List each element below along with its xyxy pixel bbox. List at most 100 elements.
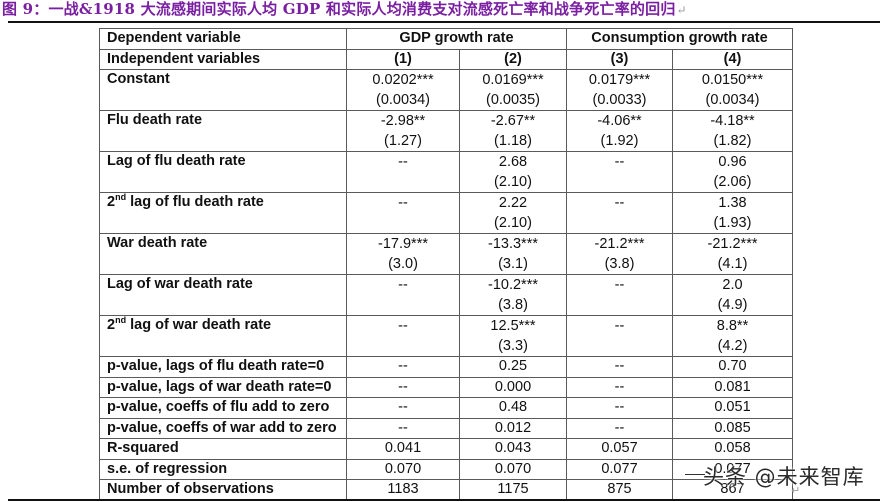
stat-cell: -- [566,397,673,419]
coef-cell: -4.06** (1.92) [566,110,673,152]
coef-cell: 0.0202*** (0.0034) [346,69,460,111]
row-label: Number of observations [99,479,347,501]
stat-cell: 0.051 [672,397,793,419]
table-row-pvalue-lags-war: p-value, lags of war death rate=0 -- 0.0… [99,376,793,398]
coef-cell: -10.2*** (3.8) [459,274,567,316]
stat-cell: -- [346,376,460,398]
coef-cell: -21.2*** (3.8) [566,233,673,275]
stat-cell: 1183 [346,479,460,501]
stat-cell: 0.058 [672,438,793,460]
dependent-variable-label: Dependent variable [99,28,347,50]
coef-cell: 2.0 (4.9) [672,274,793,316]
column-header-3: (3) [566,48,673,70]
row-label: p-value, lags of war death rate=0 [99,376,347,398]
watermark-text: 头条 @未来智库 [703,465,865,489]
row-label: 2nd lag of war death rate [99,315,347,357]
row-label: p-value, coeffs of war add to zero [99,417,347,439]
stat-cell: 0.077 [566,458,673,480]
coef-cell: -- [346,151,460,193]
coef-cell: -4.18** (1.82) [672,110,793,152]
row-label: 2nd lag of flu death rate [99,192,347,234]
coef-cell: -- [346,274,460,316]
coef-cell: -2.98** (1.27) [346,110,460,152]
table-row-2nd-lag-flu-death-rate: 2nd lag of flu death rate -- 2.22 (2.10) … [99,192,793,234]
stat-cell: 0.25 [459,356,567,378]
stat-cell: 0.085 [672,417,793,439]
stat-cell: 1175 [459,479,567,501]
stat-cell: -- [566,356,673,378]
stat-cell: 0.000 [459,376,567,398]
row-label: Constant [99,69,347,111]
stat-cell: 0.012 [459,417,567,439]
paragraph-return-icon: ↵ [676,3,687,17]
coef-cell: -21.2*** (4.1) [672,233,793,275]
stat-cell: 0.057 [566,438,673,460]
stat-cell: 875 [566,479,673,501]
stat-cell: 0.70 [672,356,793,378]
row-label: Flu death rate [99,110,347,152]
figure-title-text: 图 9：一战&1918 大流感期间实际人均 GDP 和实际人均消费支对流感死亡率… [2,0,676,18]
coef-cell: 2.68 (2.10) [459,151,567,193]
coef-cell: -- [566,192,673,234]
paragraph-return-icon: ↵ [791,485,801,497]
row-label: s.e. of regression [99,458,347,480]
column-header-4: (4) [672,48,793,70]
coef-cell: 12.5*** (3.3) [459,315,567,357]
stat-cell: 0.043 [459,438,567,460]
stat-cell: -- [346,356,460,378]
coef-cell: -13.3*** (3.1) [459,233,567,275]
table-row-flu-death-rate: Flu death rate -2.98** (1.27) -2.67** (1.1… [99,110,793,152]
table-row-r-squared: R-squared 0.041 0.043 0.057 0.058 [99,438,793,460]
table-row-observations: Number of observations 1183 1175 875 867 [99,479,793,501]
coef-cell: -- [346,192,460,234]
watermark-dash [685,474,705,475]
coef-cell: 0.0179*** (0.0033) [566,69,673,111]
coef-cell: -- [566,315,673,357]
watermark: 头条 @未来智库 [685,461,865,491]
row-label: War death rate [99,233,347,275]
stat-cell: 0.041 [346,438,460,460]
coef-cell: 8.8** (4.2) [672,315,793,357]
coef-cell: -- [566,151,673,193]
row-label: R-squared [99,438,347,460]
coef-cell: 0.0150*** (0.0034) [672,69,793,111]
stat-cell: 0.48 [459,397,567,419]
coef-cell: 0.96 (2.06) [672,151,793,193]
stat-cell: -- [566,376,673,398]
stat-cell: -- [346,417,460,439]
top-rule-divider [8,21,880,23]
table-row-lag-war-death-rate: Lag of war death rate -- -10.2*** (3.8) -… [99,274,793,316]
table-row-pvalue-coeffs-war: p-value, coeffs of war add to zero -- 0.… [99,417,793,439]
coef-cell: 1.38 (1.93) [672,192,793,234]
table-row-war-death-rate: War death rate -17.9*** (3.0) -13.3*** (3.… [99,233,793,275]
coef-cell: 0.0169*** (0.0035) [459,69,567,111]
bottom-rule-divider [8,499,880,501]
table-row-constant: Constant 0.0202*** (0.0034) 0.0169*** (0.0… [99,69,793,111]
gdp-growth-header: GDP growth rate [346,28,567,50]
coef-cell: -17.9*** (3.0) [346,233,460,275]
row-label: Lag of flu death rate [99,151,347,193]
coef-cell: 2.22 (2.10) [459,192,567,234]
table-row-se-regression: s.e. of regression 0.070 0.070 0.077 0.0… [99,458,793,480]
coef-cell: -2.67** (1.18) [459,110,567,152]
stat-cell: 0.081 [672,376,793,398]
column-header-2: (2) [459,48,567,70]
coef-cell: -- [566,274,673,316]
regression-table: Dependent variable GDP growth rate Consu… [99,28,793,501]
column-header-1: (1) [346,48,460,70]
stat-cell: 0.070 [346,458,460,480]
figure-title: 图 9：一战&1918 大流感期间实际人均 GDP 和实际人均消费支对流感死亡率… [2,0,687,18]
row-label: p-value, coeffs of flu add to zero [99,397,347,419]
independent-variables-label: Independent variables [99,48,347,70]
row-label: Lag of war death rate [99,274,347,316]
table-row-pvalue-coeffs-flu: p-value, coeffs of flu add to zero -- 0.… [99,397,793,419]
header-row-independent: Independent variables (1) (2) (3) (4) [99,48,793,70]
table-row-lag-flu-death-rate: Lag of flu death rate -- 2.68 (2.10) -- 0… [99,151,793,193]
consumption-growth-header: Consumption growth rate [566,28,793,50]
table-row-pvalue-lags-flu: p-value, lags of flu death rate=0 -- 0.2… [99,356,793,378]
stat-cell: 0.070 [459,458,567,480]
stat-cell: -- [346,397,460,419]
coef-cell: -- [346,315,460,357]
row-label: p-value, lags of flu death rate=0 [99,356,347,378]
stat-cell: -- [566,417,673,439]
